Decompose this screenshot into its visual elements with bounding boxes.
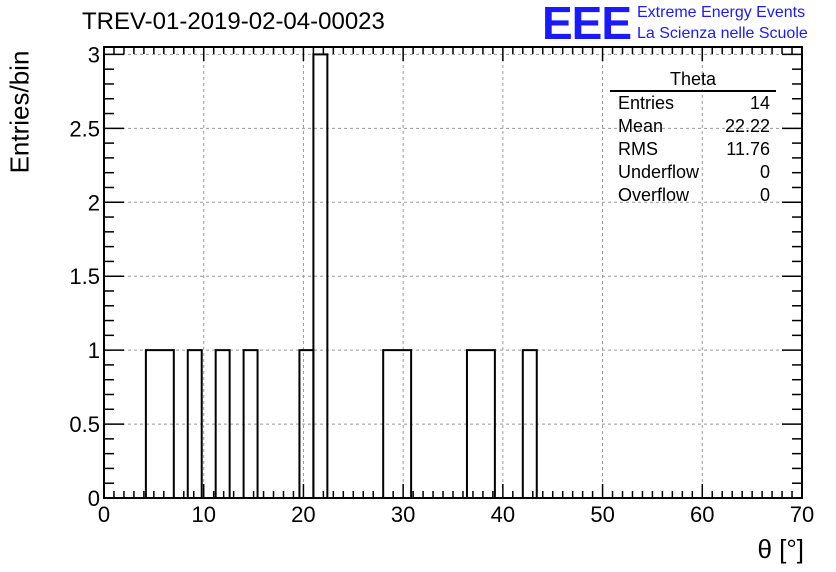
x-tick-label: 20 [291, 502, 315, 527]
stats-value: 11.76 [726, 139, 770, 159]
x-tick-label: 40 [491, 502, 515, 527]
x-axis-label: θ [°] [757, 534, 804, 564]
plot-frame [103, 46, 803, 499]
chart-title: TREV-01-2019-02-04-00023 [82, 8, 385, 35]
histogram-bin [298, 349, 315, 499]
y-tick-label: 2 [88, 190, 100, 215]
stats-value: 0 [759, 185, 770, 205]
stats-row-overflow: Overflow 0 [610, 184, 776, 207]
stats-label: Underflow [618, 162, 700, 182]
y-tick-label: 0.5 [69, 412, 100, 437]
stats-value: 22.22 [724, 116, 770, 136]
y-tick-label: 2.5 [69, 116, 100, 141]
stats-label: Entries [618, 93, 675, 113]
stats-label: Mean [618, 116, 664, 136]
stats-row-mean: Mean 22.22 [610, 115, 776, 138]
x-tick-label: 60 [690, 502, 714, 527]
stats-value: 0 [759, 162, 770, 182]
stats-row-rms: RMS 11.76 [610, 138, 776, 161]
eee-logo: EEE [542, 0, 632, 49]
logo-subtitle-1: Extreme Energy Events [637, 4, 806, 21]
y-tick-label: 0 [88, 486, 100, 511]
x-tick-label: 30 [391, 502, 415, 527]
axis-ticks [103, 47, 803, 499]
x-tick-label: 10 [191, 502, 215, 527]
stats-label: RMS [618, 139, 658, 159]
stats-name: Theta [610, 68, 776, 92]
logo-subtitle-2: La Scienza nelle Scuole [637, 25, 808, 42]
histogram-bin [214, 349, 231, 499]
axis-tick-labels: 0 10 20 30 40 50 60 70 0 0.5 1 1.5 2 2.5 3 [69, 42, 814, 527]
y-tick-label: 3 [88, 42, 100, 67]
stats-row-underflow: Underflow 0 [610, 161, 776, 184]
stats-label: Overflow [618, 185, 690, 205]
y-tick-label: 1 [88, 338, 100, 363]
y-axis-label: Entries/bin [4, 50, 35, 174]
stats-box: Theta Entries 14 Mean 22.22 RMS 11.76 Un… [610, 68, 776, 207]
x-tick-label: 70 [790, 502, 814, 527]
stats-row-entries: Entries 14 [610, 92, 776, 115]
stats-value: 14 [749, 93, 770, 113]
x-tick-label: 0 [98, 502, 110, 527]
y-tick-label: 1.5 [69, 264, 100, 289]
x-tick-label: 50 [590, 502, 614, 527]
